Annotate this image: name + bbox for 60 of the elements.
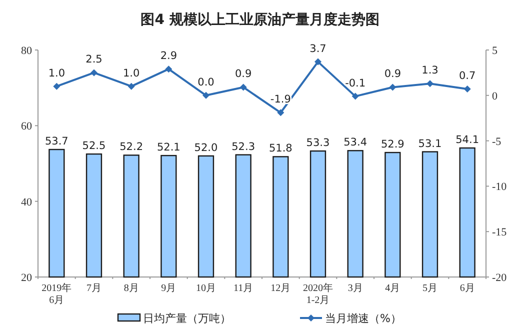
point [165,66,172,73]
legend-label: 日均产量（万吨） [143,312,231,325]
y2-tick-label: -15 [492,226,508,239]
point [240,84,247,91]
data-label: 51.8 [268,142,292,155]
data-label: -0.1 [345,77,366,90]
data-label: 53.7 [44,136,68,148]
data-label: 52.5 [82,140,106,152]
x-tick-label: 11月 [234,283,254,294]
point [277,109,284,116]
point [314,58,322,66]
point [128,82,135,90]
data-label: 53.4 [344,136,368,149]
point [352,92,359,100]
point [464,86,471,93]
y2-tick-label: -5 [492,136,502,148]
x-tick-label: 5月 [422,283,438,294]
data-label: 52.1 [156,142,180,154]
point [90,69,98,76]
data-label: 2.5 [86,54,102,66]
y2-tick-label: -20 [492,272,508,284]
data-label: 54.1 [456,134,480,146]
legend-label: 当月增速（%） [325,312,402,325]
point [389,84,396,91]
data-label: 52.2 [120,141,144,154]
x-tick-label: 2020年 1-2月 [303,282,333,306]
x-tick-label: 7月 [86,283,102,294]
chart-title: 图4 规模以上工业原油产量月度走势图 [140,11,380,28]
x-tick-label: 3月 [348,283,363,294]
y2-tick-label: -10 [492,181,508,194]
data-label: 52.3 [232,140,256,153]
data-label: 2.9 [160,50,178,62]
data-label: 53.1 [418,138,442,150]
y-tick-label: 40 [21,196,32,208]
x-tick-label: 9月 [161,283,176,294]
y2-tick-label: 5 [492,45,498,57]
point [426,80,434,88]
data-label: 52.9 [380,138,404,151]
y-tick-label: 60 [21,120,32,133]
data-label: 0.7 [458,70,476,82]
data-label: 53.3 [306,137,330,150]
data-label: 0.9 [234,68,252,80]
x-tick-label: 8月 [124,283,139,294]
x-tick-label: 6月 [460,283,475,294]
y-tick-label: 80 [21,45,32,57]
data-label: 0.0 [198,76,214,88]
data-label: 1.3 [422,64,438,77]
data-label: 3.7 [310,42,326,55]
x-tick-label: 10月 [196,283,216,294]
data-label: 0.9 [384,68,402,80]
x-tick-label: 2019年 6月 [42,282,72,306]
y-tick-label: 20 [21,272,32,284]
point [53,82,60,90]
data-label: 1.0 [122,67,140,80]
point [202,92,210,99]
data-label: 52.0 [194,142,218,154]
x-tick-label: 4月 [385,283,400,294]
x-tick-label: 12月 [270,283,291,294]
y2-tick-label: 0 [492,90,498,102]
data-label: 1.0 [48,67,66,80]
